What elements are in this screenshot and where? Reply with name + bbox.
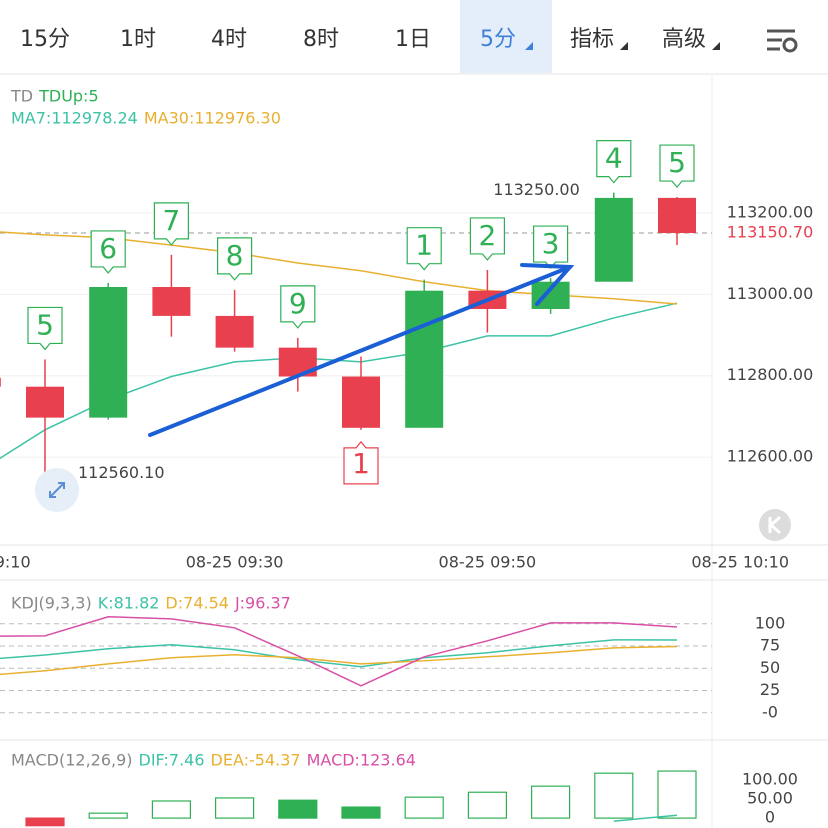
y-tick-label: 50 xyxy=(760,658,780,677)
legend-label: TDUp:5 xyxy=(38,87,99,106)
candle-body xyxy=(405,290,444,428)
legend-label: D:74.54 xyxy=(165,594,229,613)
td-marker xyxy=(217,237,253,281)
legend-label: MACD:123.64 xyxy=(307,751,416,770)
td-marker xyxy=(153,202,189,246)
macd-bar xyxy=(151,800,191,819)
y-tick-label: 50.00 xyxy=(747,789,793,808)
td-count: 4 xyxy=(605,142,623,175)
tab[interactable]: 4时 xyxy=(211,27,247,52)
candle-body xyxy=(658,197,696,234)
y-tick-label: 0 xyxy=(765,808,775,827)
y-tick-label: 113000.00 xyxy=(727,284,814,303)
y-tick-label: -0 xyxy=(762,702,778,721)
td-count: 7 xyxy=(162,204,180,237)
td-count: 1 xyxy=(352,447,370,480)
dropdown-caret[interactable] xyxy=(712,42,720,50)
td-count: 9 xyxy=(289,287,307,320)
td-count: 1 xyxy=(415,229,433,262)
legend-label: DIF:7.46 xyxy=(139,751,205,770)
macd-bar xyxy=(278,799,318,819)
indicator-line xyxy=(0,616,678,687)
tab[interactable]: 高级 xyxy=(662,27,706,52)
td-marker xyxy=(90,230,126,274)
td-count: 6 xyxy=(99,232,117,265)
x-tick-label: 08-25 09:50 xyxy=(439,553,537,572)
y-tick-label: 113200.00 xyxy=(727,202,814,221)
y-tick-label: 112600.00 xyxy=(727,447,814,466)
y-tick-label: 100.00 xyxy=(742,770,798,789)
td-count: 8 xyxy=(226,239,244,272)
td-marker xyxy=(469,217,505,261)
td-count: 5 xyxy=(36,308,54,341)
tab[interactable]: 15分 xyxy=(20,27,70,52)
candle-body xyxy=(26,386,64,418)
x-tick-label: 08-25 09:10 xyxy=(0,553,31,572)
candle-body xyxy=(0,377,1,387)
legend-label: K:81.82 xyxy=(98,594,160,613)
legend-label: KDJ(9,3,3) xyxy=(11,594,92,613)
k-button[interactable] xyxy=(759,509,791,541)
indicator-line xyxy=(613,814,678,822)
y-tick-label: 25 xyxy=(760,680,780,699)
legend-label: MACD(12,26,9) xyxy=(11,751,133,770)
macd-bar xyxy=(215,797,255,819)
selected-tab-bg xyxy=(460,0,552,73)
candle-body xyxy=(215,315,254,348)
tab[interactable]: 1时 xyxy=(120,27,156,52)
macd-bar xyxy=(341,806,381,819)
dropdown-caret[interactable] xyxy=(620,42,628,50)
td-count: 2 xyxy=(478,219,496,252)
legend-label: MA7:112978.24 xyxy=(11,109,138,128)
td-marker xyxy=(596,140,632,184)
x-tick-label: 08-25 09:30 xyxy=(186,553,284,572)
x-tick-label: 08-25 10:10 xyxy=(691,553,789,572)
macd-bar xyxy=(467,791,507,819)
legend-label: J:96.37 xyxy=(234,594,291,613)
macd-bar xyxy=(657,770,697,819)
candle-body xyxy=(89,287,128,418)
y-tick-label: 112800.00 xyxy=(727,365,814,384)
trend-arrow xyxy=(148,263,575,437)
macd-bar xyxy=(404,796,444,819)
macd-bar xyxy=(530,785,571,819)
td-count: 5 xyxy=(668,146,686,179)
legend-label: MA30:112976.30 xyxy=(144,109,281,128)
td-count: 3 xyxy=(542,227,560,260)
macd-bar xyxy=(594,772,634,819)
tab[interactable]: 1日 xyxy=(395,27,431,52)
td-marker xyxy=(406,227,442,271)
candle-body xyxy=(152,287,191,316)
td-marker xyxy=(343,440,379,485)
low-label: 112560.10 xyxy=(78,463,165,482)
expand-button[interactable] xyxy=(35,468,79,512)
tab[interactable]: 8时 xyxy=(303,27,339,52)
dropdown-caret[interactable] xyxy=(525,42,533,50)
td-marker xyxy=(27,306,63,351)
last-price-label: 113150.70 xyxy=(727,223,814,242)
indicator-line xyxy=(0,645,678,676)
td-marker xyxy=(280,285,316,329)
settings-icon[interactable] xyxy=(767,29,798,53)
high-label: 113250.00 xyxy=(493,180,580,199)
legend-label: DEA:-54.37 xyxy=(211,751,301,770)
indicator-line xyxy=(0,639,678,668)
tab[interactable]: 指标 xyxy=(570,27,614,52)
y-tick-label: 100 xyxy=(755,613,786,632)
tab[interactable]: 5分 xyxy=(480,27,516,52)
candle-body xyxy=(594,197,633,282)
candle-body xyxy=(342,376,380,428)
td-marker xyxy=(659,144,695,189)
legend-label: TD xyxy=(10,87,33,106)
macd-bar xyxy=(25,817,65,827)
macd-bar xyxy=(88,812,128,819)
y-tick-label: 75 xyxy=(760,636,780,655)
